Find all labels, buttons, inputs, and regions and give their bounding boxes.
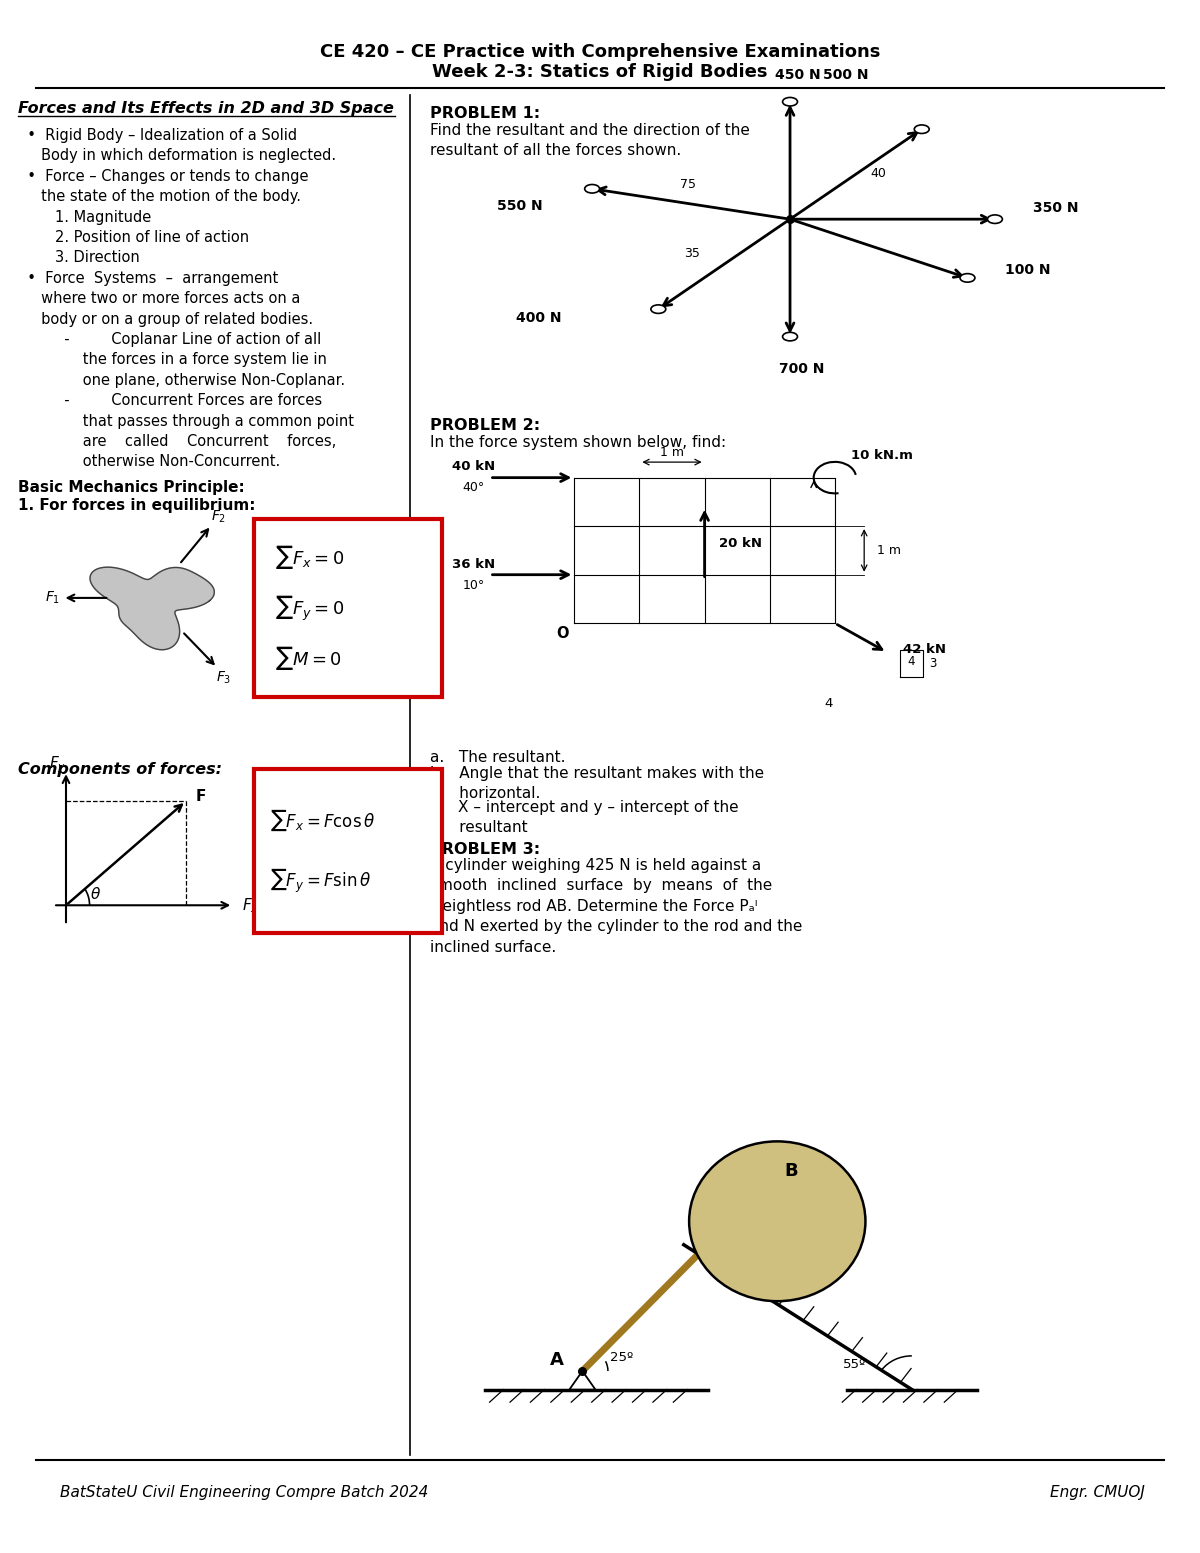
Text: 1 m: 1 m xyxy=(877,544,901,558)
Text: 35: 35 xyxy=(684,247,700,261)
Text: Week 2-3: Statics of Rigid Bodies: Week 2-3: Statics of Rigid Bodies xyxy=(432,64,768,81)
Text: $\theta$: $\theta$ xyxy=(90,887,102,902)
Text: 36 kN: 36 kN xyxy=(451,558,494,570)
Text: $\mathbf{F}$: $\mathbf{F}$ xyxy=(194,787,205,804)
Text: B: B xyxy=(785,1162,798,1180)
Text: 550 N: 550 N xyxy=(497,199,542,213)
Polygon shape xyxy=(570,1371,595,1390)
Point xyxy=(780,207,799,231)
Text: In the force system shown below, find:: In the force system shown below, find: xyxy=(430,435,726,450)
Text: $\sum F_x = F\cos\theta$: $\sum F_x = F\cos\theta$ xyxy=(270,808,376,832)
Text: 700 N: 700 N xyxy=(779,362,824,376)
Text: 40 kN: 40 kN xyxy=(451,460,494,474)
Text: a.   The resultant.: a. The resultant. xyxy=(430,750,565,766)
Text: Find the resultant and the direction of the
resultant of all the forces shown.: Find the resultant and the direction of … xyxy=(430,123,750,158)
Text: 350 N: 350 N xyxy=(1033,202,1079,216)
Text: Forces and Its Effects in 2D and 3D Space: Forces and Its Effects in 2D and 3D Spac… xyxy=(18,101,394,115)
Text: 1 m: 1 m xyxy=(660,446,684,458)
Text: A cylinder weighing 425 N is held against a
smooth  inclined  surface  by  means: A cylinder weighing 425 N is held agains… xyxy=(430,857,803,955)
Text: 100 N: 100 N xyxy=(1004,262,1050,276)
Text: 10 kN.m: 10 kN.m xyxy=(851,449,913,463)
Circle shape xyxy=(960,273,974,283)
Circle shape xyxy=(689,1141,865,1301)
Text: 42 kN: 42 kN xyxy=(904,643,947,657)
Text: $\sum M = 0$: $\sum M = 0$ xyxy=(275,644,342,672)
Text: Engr. CMUOJ: Engr. CMUOJ xyxy=(1050,1485,1145,1500)
Text: PROBLEM 2:: PROBLEM 2: xyxy=(430,418,540,433)
FancyBboxPatch shape xyxy=(254,519,442,697)
Text: 400 N: 400 N xyxy=(516,311,562,325)
Text: 1. For forces in equilibrium:: 1. For forces in equilibrium: xyxy=(18,499,256,512)
Text: 40: 40 xyxy=(870,168,887,180)
Text: $F_1$: $F_1$ xyxy=(46,590,60,606)
Text: $\sum F_x = 0$: $\sum F_x = 0$ xyxy=(275,544,344,572)
Circle shape xyxy=(650,304,666,314)
Text: $F_3$: $F_3$ xyxy=(216,669,232,686)
Text: Basic Mechanics Principle:: Basic Mechanics Principle: xyxy=(18,480,245,495)
Text: CE 420 – CE Practice with Comprehensive Examinations: CE 420 – CE Practice with Comprehensive … xyxy=(320,43,880,61)
Text: 55º: 55º xyxy=(842,1357,866,1371)
Circle shape xyxy=(988,214,1002,224)
Text: 4: 4 xyxy=(824,697,833,710)
Point xyxy=(572,1359,592,1384)
Circle shape xyxy=(782,98,798,106)
Text: A: A xyxy=(550,1351,563,1370)
Text: $F_2$: $F_2$ xyxy=(211,509,226,525)
Text: PROBLEM 1:: PROBLEM 1: xyxy=(430,106,540,121)
Text: 10°: 10° xyxy=(462,579,485,592)
Text: 75: 75 xyxy=(679,179,696,191)
Text: $\sum F_y = 0$: $\sum F_y = 0$ xyxy=(275,593,344,623)
Text: •  Rigid Body – Idealization of a Solid
     Body in which deformation is neglec: • Rigid Body – Idealization of a Solid B… xyxy=(18,127,354,469)
Text: Components of forces:: Components of forces: xyxy=(18,763,222,776)
Text: 450 N: 450 N xyxy=(775,68,821,82)
Polygon shape xyxy=(90,567,215,649)
Text: $F_x$: $F_x$ xyxy=(241,896,259,915)
Text: 500 N: 500 N xyxy=(823,68,869,82)
Text: $F_y$: $F_y$ xyxy=(49,755,66,775)
FancyBboxPatch shape xyxy=(254,769,442,933)
Text: $\sum F_y = F\sin\theta$: $\sum F_y = F\sin\theta$ xyxy=(270,867,372,895)
Circle shape xyxy=(782,332,798,342)
Circle shape xyxy=(914,124,929,134)
Text: 20 kN: 20 kN xyxy=(719,537,762,550)
Text: 3: 3 xyxy=(929,657,936,669)
Text: b.   Angle that the resultant makes with the
      horizontal.: b. Angle that the resultant makes with t… xyxy=(430,766,764,801)
Text: 25º: 25º xyxy=(610,1351,634,1364)
Text: c.   X – intercept and y – intercept of the
      resultant: c. X – intercept and y – intercept of th… xyxy=(430,800,739,836)
Text: O: O xyxy=(557,626,569,641)
Text: PROBLEM 3:: PROBLEM 3: xyxy=(430,842,540,857)
Text: 4: 4 xyxy=(907,654,916,668)
Text: BatStateU Civil Engineering Compre Batch 2024: BatStateU Civil Engineering Compre Batch… xyxy=(60,1485,428,1500)
Circle shape xyxy=(584,185,600,193)
Text: 40°: 40° xyxy=(462,481,485,494)
